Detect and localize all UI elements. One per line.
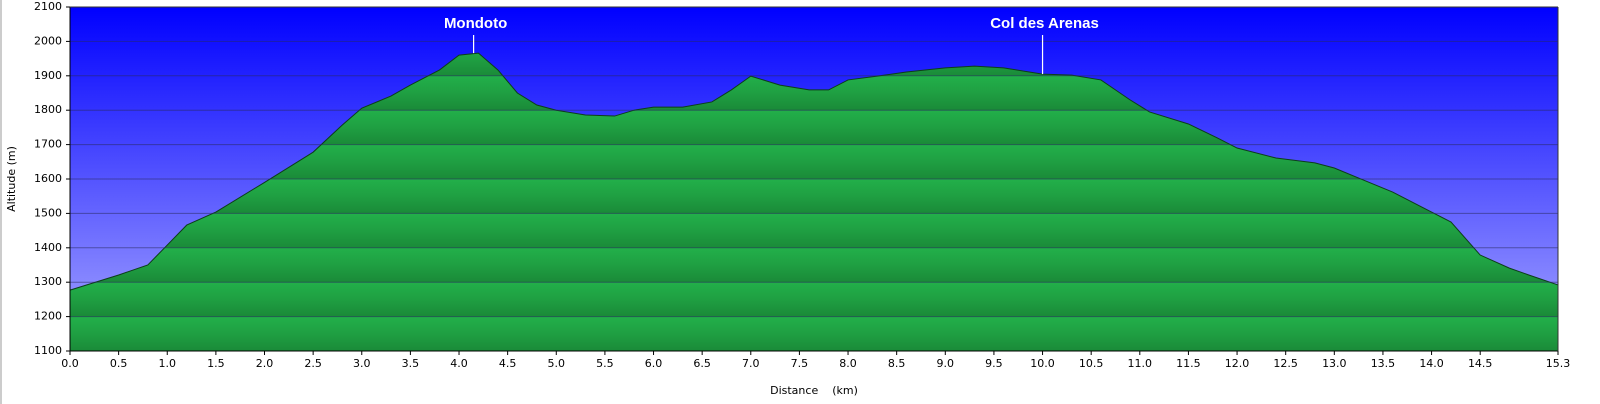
x-tick-label: 9.5 (985, 357, 1003, 370)
x-tick-label: 14.0 (1419, 357, 1444, 370)
x-tick-label: 2.0 (256, 357, 274, 370)
x-tick-label: 1.0 (159, 357, 177, 370)
x-tick-label: 3.5 (402, 357, 420, 370)
y-tick-label: 2100 (34, 0, 62, 13)
x-tick-label: 1.5 (207, 357, 225, 370)
x-tick-label: 0.0 (61, 357, 79, 370)
x-tick-label: 13.0 (1322, 357, 1347, 370)
x-tick-label: 8.0 (839, 357, 857, 370)
y-tick-label: 1900 (34, 69, 62, 82)
x-tick-label: 15.3 (1546, 357, 1571, 370)
y-axis-label: Altitude (m) (5, 146, 18, 212)
annotation-label: Col des Arenas (990, 15, 1099, 32)
y-tick-label: 1600 (34, 172, 62, 185)
annotation-label: Mondoto (444, 15, 507, 32)
x-tick-label: 6.0 (645, 357, 663, 370)
y-tick-label: 2000 (34, 34, 62, 47)
x-tick-label: 4.5 (499, 357, 517, 370)
x-tick-label: 12.0 (1225, 357, 1250, 370)
x-tick-label: 10.5 (1079, 357, 1104, 370)
x-tick-label: 3.0 (353, 357, 371, 370)
x-axis-label: Distance (km) (770, 384, 858, 397)
x-tick-label: 11.5 (1176, 357, 1201, 370)
x-tick-label: 5.5 (596, 357, 614, 370)
x-tick-label: 5.0 (548, 357, 566, 370)
x-tick-label: 11.0 (1128, 357, 1153, 370)
x-tick-label: 12.5 (1273, 357, 1298, 370)
x-tick-label: 8.5 (888, 357, 906, 370)
x-tick-label: 2.5 (304, 357, 322, 370)
profile-line (69, 52, 1559, 291)
y-tick-label: 1100 (34, 344, 62, 357)
x-tick-label: 4.0 (450, 357, 468, 370)
x-tick-label: 13.5 (1371, 357, 1396, 370)
x-tick-label: 14.5 (1468, 357, 1493, 370)
x-tick-label: 10.0 (1030, 357, 1055, 370)
y-tick-label: 1700 (34, 138, 62, 151)
x-tick-label: 7.5 (791, 357, 809, 370)
x-tick-label: 0.5 (110, 357, 128, 370)
y-tick-label: 1400 (34, 241, 62, 254)
x-tick-label: 9.0 (937, 357, 955, 370)
y-tick-label: 1500 (34, 206, 62, 219)
y-tick-label: 1300 (34, 275, 62, 288)
y-tick-label: 1200 (34, 310, 62, 323)
y-tick-label: 1800 (34, 103, 62, 116)
x-tick-label: 6.5 (693, 357, 711, 370)
x-tick-label: 7.0 (742, 357, 760, 370)
area-fill (70, 53, 1558, 351)
